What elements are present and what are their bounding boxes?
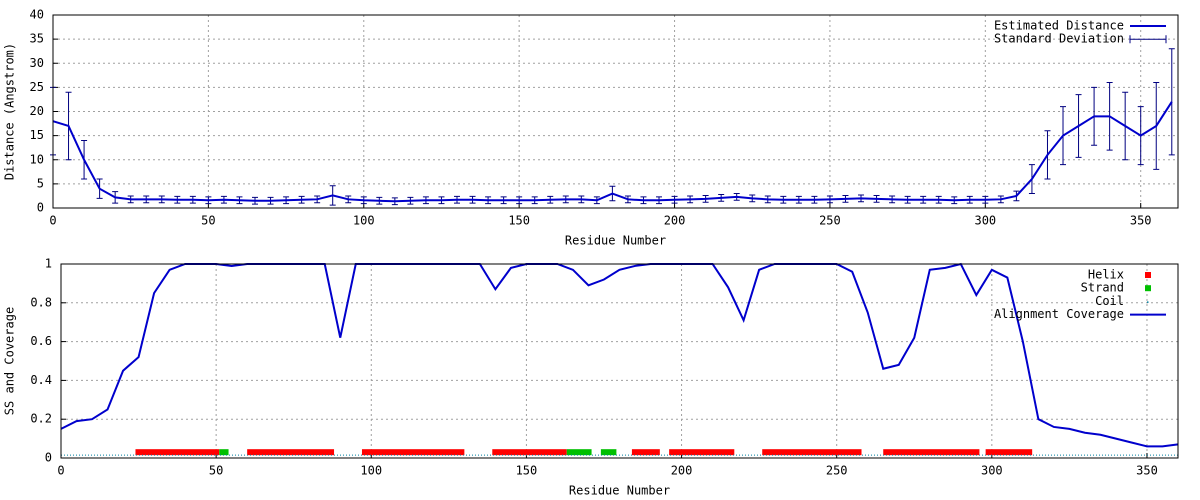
y-tick-label: 15 <box>30 128 44 142</box>
ss-segment <box>883 449 980 456</box>
legend-swatch <box>1147 301 1149 303</box>
ss-segment <box>361 449 465 456</box>
legend-label: Standard Deviation <box>994 32 1124 46</box>
x-tick-label: 50 <box>201 214 215 228</box>
y-tick-label: 0.2 <box>30 412 52 426</box>
x-tick-label: 350 <box>1130 214 1152 228</box>
y-tick-label: 40 <box>30 8 44 22</box>
ss-segment <box>135 449 220 456</box>
ss-segment <box>985 449 1033 456</box>
y-tick-label: 0 <box>45 451 52 465</box>
y-tick-label: 5 <box>37 176 44 190</box>
legend-label: Estimated Distance <box>994 19 1124 33</box>
data-line <box>52 101 1173 203</box>
y-tick-label: 35 <box>30 32 44 46</box>
legend-swatch <box>1129 35 1167 44</box>
x-tick-label: 150 <box>508 214 530 228</box>
plot-frame <box>60 263 1179 459</box>
x-tick-label: 50 <box>209 464 223 478</box>
y-tick-label: 1 <box>45 257 52 271</box>
y-tick-label: 0 <box>37 201 44 215</box>
ss-segment <box>219 449 229 456</box>
x-tick-label: 250 <box>819 214 841 228</box>
x-tick-label: 100 <box>353 214 375 228</box>
y-tick-label: 0.4 <box>30 373 52 387</box>
legend-label: Coil <box>1095 294 1124 308</box>
x-tick-label: 0 <box>49 214 56 228</box>
ss-segment <box>600 449 617 456</box>
legend-label: Alignment Coverage <box>994 307 1124 321</box>
data-line <box>60 262 1179 448</box>
ss-segment <box>566 449 592 456</box>
y-tick-label: 0.8 <box>30 295 52 309</box>
legend-label: Strand <box>1081 281 1124 295</box>
y-axis-label: Distance (Angstrom) <box>3 43 17 180</box>
legend-swatch <box>1145 272 1151 278</box>
y-tick-label: 10 <box>30 152 44 166</box>
x-tick-label: 200 <box>664 214 686 228</box>
y-axis-label: SS and Coverage <box>3 307 17 415</box>
legend-label: Helix <box>1088 268 1124 282</box>
plot-frame <box>52 14 1179 209</box>
legend-swatch <box>1145 285 1151 292</box>
y-tick-label: 30 <box>30 56 44 70</box>
x-axis-label: Residue Number <box>565 234 666 248</box>
ss-segment <box>247 449 335 456</box>
x-tick-label: 100 <box>360 464 382 478</box>
y-tick-label: 0.6 <box>30 334 52 348</box>
y-tick-label: 20 <box>30 104 44 118</box>
y-tick-label: 25 <box>30 80 44 94</box>
x-tick-label: 150 <box>516 464 538 478</box>
ss-segment <box>669 449 735 456</box>
x-tick-label: 300 <box>974 214 996 228</box>
x-axis-label: Residue Number <box>569 484 670 498</box>
ss-segment <box>631 449 660 456</box>
ss-segment <box>762 449 862 456</box>
x-tick-label: 350 <box>1136 464 1158 478</box>
x-tick-label: 250 <box>826 464 848 478</box>
x-tick-label: 0 <box>57 464 64 478</box>
ss-segment <box>492 449 567 456</box>
x-tick-label: 300 <box>981 464 1003 478</box>
x-tick-label: 200 <box>671 464 693 478</box>
